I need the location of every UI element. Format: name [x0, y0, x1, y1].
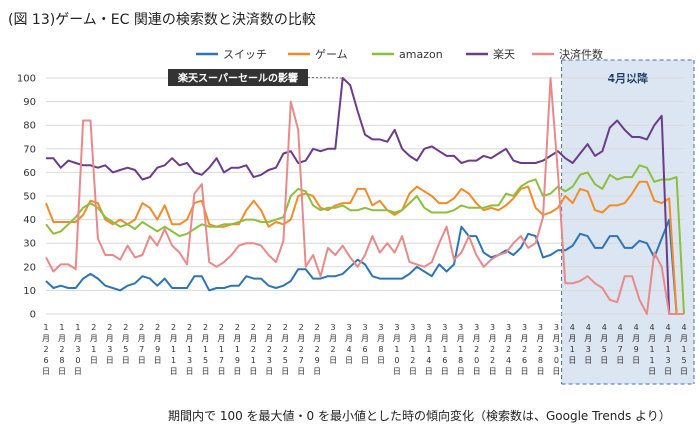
x-axis: 1 月 2 6 日 1 月 2 8 日 1 月 3 0 日 2 月 1 日 2 月 3 日 2 月 5 日 2 月 7 日 2 月 9 日 2 月 1 1 日…: [42, 323, 688, 376]
y-tick-label: 60: [23, 168, 36, 179]
y-axis: 0 10 20 30 40 50 60 70 80 90 100: [17, 74, 36, 321]
series-line: [45, 77, 684, 315]
series-line: [45, 164, 685, 315]
series-line: [45, 180, 684, 315]
callout-label: 楽天スーパーセールの影響: [177, 72, 298, 85]
series-lines: [45, 77, 685, 315]
callout-box: [168, 69, 308, 86]
series-line: [46, 77, 684, 315]
highlight-box: [561, 60, 694, 384]
y-tick-label: 80: [23, 121, 36, 132]
legend: スイッチ ゲーム amazon 楽天 決済件数: [196, 47, 603, 61]
y-tick-label: 10: [23, 286, 36, 297]
series-line: [45, 218, 684, 315]
grid: [46, 77, 684, 315]
annotation: 楽天スーパーセールの影響: [168, 69, 343, 86]
legend-label: 決済件数: [559, 47, 603, 61]
y-tick-label: 20: [23, 262, 36, 273]
y-tick-label: 30: [23, 239, 36, 250]
legend-label: ゲーム: [315, 48, 348, 61]
y-tick-label: 70: [23, 144, 36, 155]
legend-label: スイッチ: [223, 48, 267, 61]
footnote: 期間内で 100 を最大値・0 を最小値とした時の傾向変化（検索数は、Googl…: [168, 408, 671, 423]
y-tick-label: 50: [23, 192, 36, 203]
y-tick-label: 100: [17, 74, 36, 85]
chart-title: (図 13)ゲーム・EC 関連の検索数と決済数の比較: [8, 11, 316, 28]
legend-label: amazon: [399, 48, 443, 61]
y-tick-label: 40: [23, 215, 36, 226]
y-tick-label: 0: [30, 310, 36, 321]
callout-leader: [307, 77, 343, 79]
y-tick-label: 90: [23, 97, 36, 108]
legend-label: 楽天: [493, 48, 515, 61]
highlight-region: 4月以降: [561, 59, 695, 385]
